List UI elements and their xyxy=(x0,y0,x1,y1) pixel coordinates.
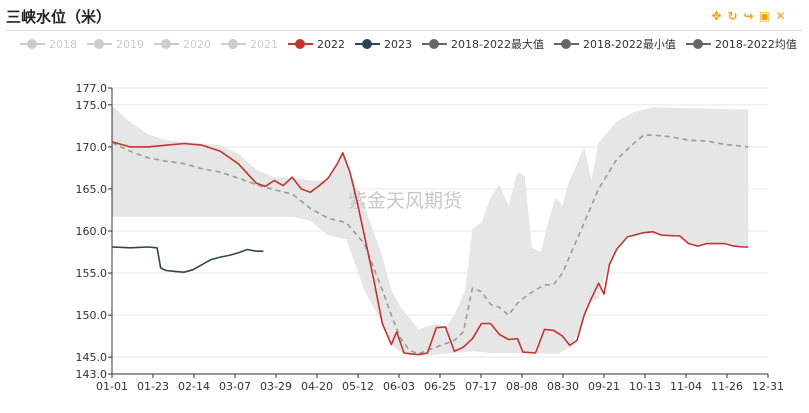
y-tick-label: 177.0 xyxy=(76,82,108,95)
x-tick-label: 05-12 xyxy=(342,380,374,393)
y-tick-label: 170.0 xyxy=(76,141,108,154)
legend-symbol xyxy=(288,38,313,50)
y-tick-label: 143.0 xyxy=(76,368,108,381)
legend-label: 2018-2022最大值 xyxy=(451,38,544,51)
legend-item-2022[interactable]: 2022 xyxy=(288,38,345,51)
y-tick-label: 150.0 xyxy=(76,309,108,322)
legend-symbol xyxy=(422,38,447,50)
close-icon[interactable]: ✕ xyxy=(775,9,786,23)
share-icon[interactable]: ↪ xyxy=(743,9,754,23)
x-tick-label: 06-03 xyxy=(383,380,415,393)
x-tick-label: 12-31 xyxy=(752,380,784,393)
watermark: 紫金天风期货 xyxy=(348,190,462,212)
legend-label: 2019 xyxy=(116,37,144,51)
legend-label: 2018-2022最小值 xyxy=(582,38,676,51)
y-tick-label: 165.0 xyxy=(76,183,108,196)
x-tick-label: 06-25 xyxy=(424,380,456,393)
title-divider xyxy=(6,30,803,31)
legend-symbol xyxy=(154,38,179,50)
legend-symbol xyxy=(221,38,246,50)
series-2022-line xyxy=(111,141,749,356)
legend-label: 2022 xyxy=(317,37,345,51)
x-tick-label: 03-29 xyxy=(260,380,292,393)
legend-item-2023[interactable]: 2023 xyxy=(355,38,412,51)
y-tick-label: 175.0 xyxy=(76,99,108,112)
save-image-icon[interactable]: ▣ xyxy=(758,9,771,23)
legend-symbol xyxy=(87,38,112,50)
legend-item-2018[interactable]: 2018 xyxy=(20,38,77,51)
legend-item-2021[interactable]: 2021 xyxy=(221,38,278,51)
legend-symbol xyxy=(355,38,380,50)
x-tick-label: 09-21 xyxy=(588,380,620,393)
legend-symbol xyxy=(553,38,579,50)
legend-symbol xyxy=(20,38,45,50)
x-tick-label: 07-17 xyxy=(465,380,497,393)
x-tick-label: 08-30 xyxy=(547,380,579,393)
chart-toolbox: ✥ ↻ ↪ ▣ ✕ xyxy=(710,10,787,23)
legend-label: 2018 xyxy=(49,37,77,51)
legend-symbol xyxy=(685,38,711,50)
y-tick-label: 160.0 xyxy=(76,225,108,238)
minmax-band xyxy=(112,105,749,356)
x-tick-label: 08-08 xyxy=(506,380,538,393)
x-tick-label: 01-01 xyxy=(96,380,128,393)
series-2023-line xyxy=(111,246,264,274)
legend-item-2018-2022最小值[interactable]: 2018-2022最小值 xyxy=(553,36,676,52)
x-tick-label: 04-20 xyxy=(301,380,333,393)
legend-item-2019[interactable]: 2019 xyxy=(87,38,144,51)
series-avg-line xyxy=(111,134,749,355)
y-tick-label: 155.0 xyxy=(76,267,108,280)
x-tick-label: 11-04 xyxy=(670,380,702,393)
chart-title: 三峡水位（米） xyxy=(6,8,112,26)
legend-label: 2021 xyxy=(250,37,278,51)
legend-item-2018-2022最大值[interactable]: 2018-2022最大值 xyxy=(422,36,544,52)
legend-label: 2020 xyxy=(183,37,211,51)
move-icon[interactable]: ✥ xyxy=(711,9,722,23)
refresh-icon[interactable]: ↻ xyxy=(727,9,738,23)
legend-label: 2018-2022均值 xyxy=(714,38,797,51)
legend-item-2020[interactable]: 2020 xyxy=(154,38,211,51)
x-tick-label: 03-07 xyxy=(219,380,251,393)
x-tick-label: 10-13 xyxy=(629,380,661,393)
x-tick-label: 01-23 xyxy=(137,380,169,393)
chart-legend: 2018 2019 2020 2021 2022 2023 2018-2022最大值 2018… xyxy=(20,36,807,52)
legend-label: 2023 xyxy=(384,37,412,51)
y-tick-label: 145.0 xyxy=(76,351,108,364)
legend-item-2018-2022均值[interactable]: 2018-2022均值 xyxy=(685,36,797,52)
x-tick-label: 02-14 xyxy=(178,380,210,393)
x-tick-label: 11-26 xyxy=(711,380,743,393)
